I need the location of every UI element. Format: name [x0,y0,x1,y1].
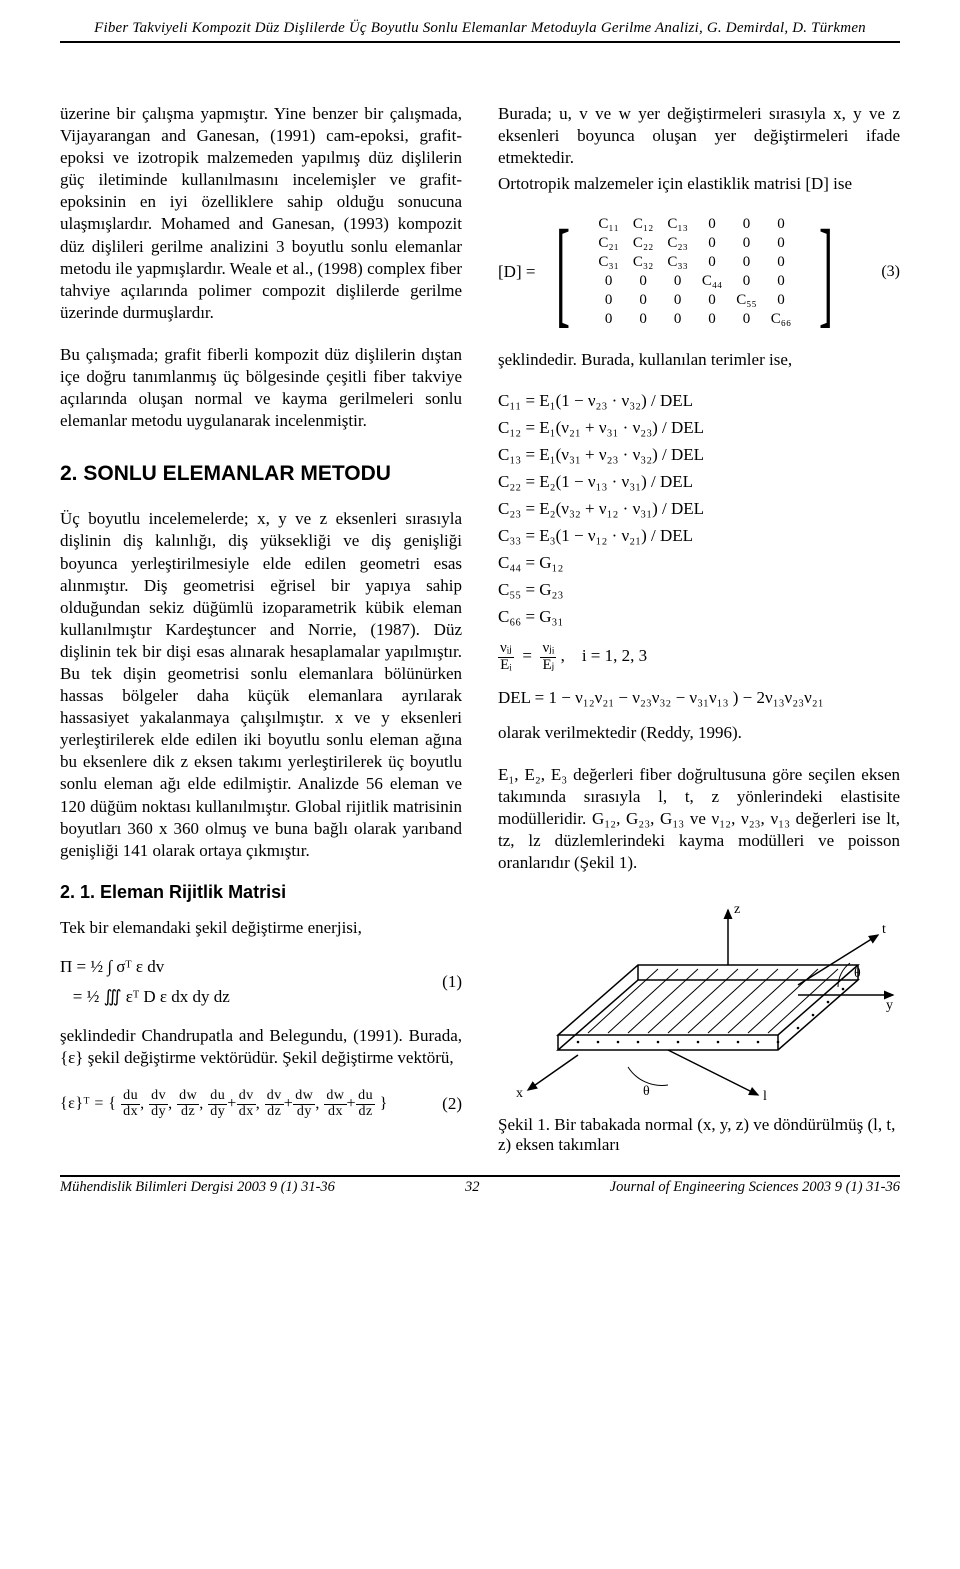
right-para-2: Ortotropik malzemeler için elastiklik ma… [498,173,900,195]
equation-3: [D] = [ C₁₁C₁₂C₁₃000 C₂₁C₂₂C₂₃000 C₃₁C₃₂… [498,215,900,329]
axis-y-label: y [886,998,893,1013]
matrix-label: [D] = [498,262,535,282]
c-eq-2: C₁₃ = E₁(ν₃₁ + ν₂₃ · ν₃₂) / DEL [498,445,900,465]
c-eq-0: C₁₁ = E₁(1 − ν₂₃ · ν₃₂) / DEL [498,391,900,411]
d-matrix: C₁₁C₁₂C₁₃000 C₂₁C₂₂C₂₃000 C₃₁C₃₂C₃₃000 0… [591,215,798,329]
left-para-4: Tek bir elemandaki şekil değiştirme ener… [60,917,462,939]
c-eq-6: C₄₄ = G₁₂ [498,553,900,573]
nu-lhs-num: νᵢⱼ [498,641,514,658]
nu-lhs-den: Eᵢ [498,658,514,674]
eq2-t2n: dw [177,1089,199,1105]
right-para-3: şeklindedir. Burada, kullanılan terimler… [498,349,900,371]
equation-2-number: (2) [432,1094,462,1114]
c-eq-3: C₂₂ = E₂(1 − ν₁₃ · ν₃₁) / DEL [498,472,900,492]
eq2-t3bd: dx [237,1105,256,1120]
eq2-t4bn: dw [293,1089,315,1105]
left-para-1: üzerine bir çalışma yapmıştır. Yine benz… [60,103,462,324]
eq2-t4bd: dy [295,1105,314,1120]
theta-bottom-label: θ [643,1084,650,1099]
del-equation: DEL = 1 − ν₁₂ν₂₁ − ν₂₃ν₃₂ − ν₃₁ν₁₃ ) − 2… [498,688,900,708]
figure-1-svg: z t y θ x l [498,895,898,1105]
theta-top-label: θ [854,966,861,981]
nu-relation: νᵢⱼ Eᵢ = νⱼᵢ Eⱼ , i = 1, 2, 3 [498,641,900,674]
c-eq-7: C₅₅ = G₂₃ [498,580,900,600]
c-eq-8: C₆₆ = G₃₁ [498,607,900,627]
eq2-t3bn: dv [237,1089,256,1105]
left-para-2: Bu çalışmada; grafit fiberli kompozit dü… [60,344,462,432]
figure-1: z t y θ x l [498,895,900,1155]
axis-t-label: t [882,922,886,937]
eq2-t2d: dz [179,1105,197,1120]
footer-right: Journal of Engineering Sciences 2003 9 (… [610,1179,900,1196]
figure-1-caption: Şekil 1. Bir tabakada normal (x, y, z) v… [498,1115,900,1155]
left-para-5: şeklindedir Chandrupatla and Belegundu, … [60,1025,462,1069]
equation-1-line-2: = ½ ∭ εᵀ D ε dx dy dz [60,987,230,1007]
right-bracket-icon: ] [819,221,833,323]
eq2-t0n: du [121,1089,140,1105]
axis-l-label: l [763,1089,767,1104]
axis-x-label: x [516,1086,523,1101]
eq2-t5bd: dz [356,1105,374,1120]
page-footer: Mühendislik Bilimleri Dergisi 2003 9 (1)… [60,1177,900,1196]
eq2-t1d: dy [149,1105,168,1120]
equation-2-label: {ε}ᵀ = [60,1095,104,1112]
right-para-1: Burada; u, v ve w yer değiştirmeleri sır… [498,103,900,169]
eq2-t1n: dv [149,1089,168,1105]
left-column: üzerine bir çalışma yapmıştır. Yine benz… [60,103,462,1155]
right-column: Burada; u, v ve w yer değiştirmeleri sır… [498,103,900,1155]
right-para-4: olarak verilmektedir (Reddy, 1996). [498,722,900,744]
equation-1-line-1: Π = ½ ∫ σᵀ ε dv [60,957,230,977]
c-eq-4: C₂₃ = E₂(ν₃₂ + ν₁₂ · ν₃₁) / DEL [498,499,900,519]
left-bracket-icon: [ [556,221,570,323]
c-eq-5: C₃₃ = E₃(1 − ν₁₂ · ν₂₁) / DEL [498,526,900,546]
eq2-t5an: dw [324,1089,346,1105]
left-para-3: Üç boyutlu incelemelerde; x, y ve z ekse… [60,508,462,862]
nu-rhs-num: νⱼᵢ [540,641,556,658]
equation-1: Π = ½ ∫ σᵀ ε dv = ½ ∭ εᵀ D ε dx dy dz (1… [60,947,462,1017]
section-2-1-heading: 2. 1. Eleman Rijitlik Matrisi [60,882,462,903]
two-column-layout: üzerine bir çalışma yapmıştır. Yine benz… [60,103,900,1155]
equation-2: {ε}ᵀ = { dudx, dvdy, dwdz, dudy+dvdx, dv… [60,1089,462,1119]
equation-3-number: (3) [871,263,900,281]
eq2-t4ad: dz [265,1105,283,1120]
nu-rhs-den: Eⱼ [540,658,556,674]
eq2-t3an: du [208,1089,227,1105]
eq2-t5ad: dx [326,1105,345,1120]
right-para-5: E₁, E₂, E₃ değerleri fiber doğrultusuna … [498,764,900,874]
section-2-heading: 2. SONLU ELEMANLAR METODU [60,462,462,486]
nu-note: i = 1, 2, 3 [582,647,647,666]
c-eq-1: C₁₂ = E₁(ν₂₁ + ν₃₁ · ν₂₃) / DEL [498,418,900,438]
footer-left: Mühendislik Bilimleri Dergisi 2003 9 (1)… [60,1179,335,1196]
running-head: Fiber Takviyeli Kompozit Düz Dişlilerde … [60,20,900,43]
eq2-t4an: dv [265,1089,284,1105]
eq2-t0d: dx [121,1105,140,1120]
eq2-t3ad: dy [208,1105,227,1120]
eq2-t5bn: du [356,1089,375,1105]
equation-1-number: (1) [432,972,462,992]
axis-z-label: z [734,902,740,917]
footer-center: 32 [465,1179,480,1196]
